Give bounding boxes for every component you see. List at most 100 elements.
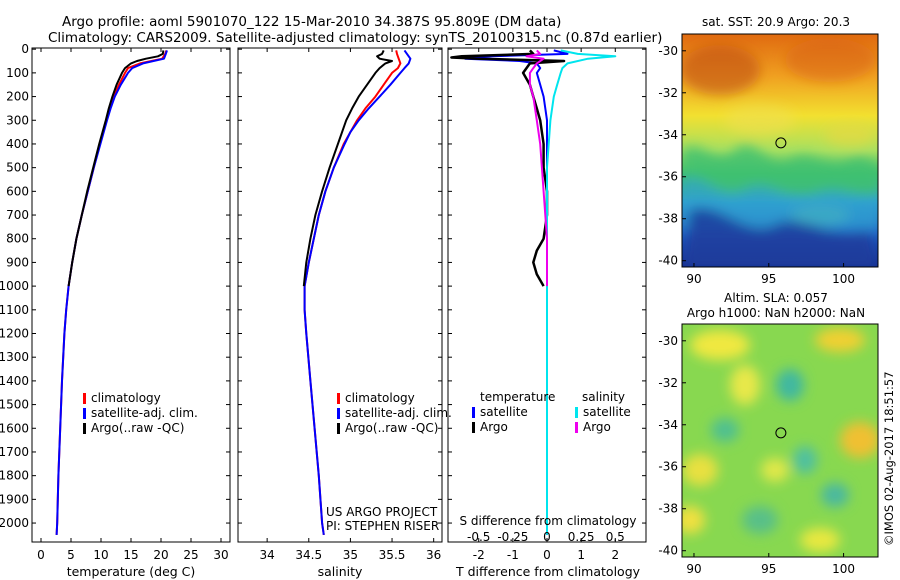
- sst-map-panel: sat. SST: 20.9 Argo: 20.3 90 95 100 -30 -32…: [658, 15, 879, 286]
- sla-lat-axis: -30 -32 -34 -36 -38 -40: [658, 334, 686, 558]
- s-difference-tick-labels: -0.5 -0.25 0 0.25 0.5: [467, 530, 625, 544]
- difference-depth-ticks: [448, 48, 646, 524]
- x-tick-label: 34.5: [295, 548, 322, 562]
- depth-tick-label: 1400: [0, 374, 29, 388]
- legend-label: satellite-adj. clim.: [91, 406, 198, 420]
- salinity-xlabel: salinity: [318, 564, 363, 579]
- lon-tick-label: 90: [686, 562, 701, 576]
- legend-swatch: [337, 393, 340, 404]
- difference-legend: temperature salinitysatelliteArgosatellit…: [472, 390, 631, 434]
- salinity-axes-frame: [237, 47, 443, 543]
- legend-swatch: [575, 407, 578, 418]
- imos-timestamp: ©IMOS 02-Aug-2017 18:51:57: [882, 371, 896, 546]
- legend-swatch: [575, 422, 578, 433]
- sla-map-frame: [681, 323, 879, 558]
- legend-label: Argo: [480, 420, 508, 434]
- x-tick-label: -1: [507, 548, 519, 562]
- depth-tick-label: 2000: [0, 516, 29, 530]
- temperature-xlabel: temperature (deg C): [67, 564, 196, 579]
- legend-swatch: [472, 422, 475, 433]
- depth-tick-label: 800: [6, 232, 29, 246]
- sla-float-marker: [775, 427, 787, 439]
- series-line-argo-raw-qc-: [67, 50, 165, 287]
- x-tick-label: -2: [473, 548, 485, 562]
- depth-tick-label: 700: [6, 208, 29, 222]
- lat-tick-label: -34: [658, 418, 678, 432]
- lat-tick-label: -38: [658, 212, 678, 226]
- s-difference-tick-label: 0.25: [568, 530, 595, 544]
- salinity-depth-ticks: [238, 48, 442, 524]
- depth-tick-label: 1200: [0, 327, 29, 341]
- sla-map-subtitle: Argo h1000: NaN h2000: NaN: [687, 306, 865, 320]
- x-tick-label: 35.5: [379, 548, 406, 562]
- x-tick-label: 10: [93, 548, 108, 562]
- x-tick-label: 35: [343, 548, 358, 562]
- sla-heatmap: [682, 324, 878, 557]
- temperature-series: [55, 50, 168, 535]
- legend-label: climatology: [91, 391, 161, 405]
- depth-tick-label: 900: [6, 255, 29, 269]
- sst-float-marker: [775, 137, 787, 149]
- temperature-axis: 0 5 10 15 20 25 30: [37, 48, 229, 562]
- depth-tick-label: 1100: [0, 303, 29, 317]
- legend-swatch: [337, 423, 340, 434]
- depth-tick-label: 500: [6, 161, 29, 175]
- legend-label: Argo: [583, 420, 611, 434]
- legend-label: Argo(..raw -QC): [345, 421, 438, 435]
- lon-tick-label: 95: [761, 272, 776, 286]
- s-difference-tick-label: 0.5: [606, 530, 625, 544]
- difference-panel: -2 -1 0 1 2 temperature salinitysatelliteArgo…: [447, 47, 647, 579]
- legend-label: Argo(..raw -QC): [91, 421, 184, 435]
- sst-lon-axis: 90 95 100: [686, 263, 855, 286]
- x-tick-label: 0: [543, 548, 551, 562]
- temperature-axes-frame: [31, 47, 231, 543]
- sla-map-title: Altim. SLA: 0.057: [724, 291, 828, 305]
- legend-swatch: [337, 408, 340, 419]
- title-line-1: Argo profile: aoml 5901070_122 15-Mar-20…: [62, 14, 561, 30]
- salinity-panel: 34 34.5 35 35.5 36 climatologysatellite-adj.…: [237, 47, 452, 579]
- depth-tick-label: 200: [6, 90, 29, 104]
- depth-tick-label: 600: [6, 184, 29, 198]
- lat-tick-label: -36: [658, 460, 678, 474]
- x-tick-label: 34: [260, 548, 275, 562]
- lat-tick-label: -32: [658, 86, 678, 100]
- depth-tick-label: 1700: [0, 445, 29, 459]
- depth-tick-label: 100: [6, 66, 29, 80]
- t-difference-xlabel: T difference from climatology: [455, 564, 641, 579]
- legend-label: climatology: [345, 391, 415, 405]
- lat-tick-label: -38: [658, 502, 678, 516]
- x-tick-label: 2: [611, 548, 619, 562]
- s-difference-tick-label: 0: [543, 530, 551, 544]
- title-line-2: Climatology: CARS2009. Satellite-adjuste…: [48, 30, 662, 46]
- legend-swatch: [83, 393, 86, 404]
- lat-tick-label: -30: [658, 44, 678, 58]
- x-tick-label: 15: [123, 548, 138, 562]
- lon-tick-label: 100: [832, 272, 855, 286]
- s-difference-label: S difference from climatology: [460, 514, 637, 528]
- series-line-salinity-argo: [525, 49, 548, 287]
- legend-swatch: [472, 407, 475, 418]
- x-tick-label: 36: [426, 548, 441, 562]
- depth-tick-label: 1600: [0, 421, 29, 435]
- s-difference-tick-label: -0.5: [467, 530, 490, 544]
- legend-title-temperature: temperature: [480, 390, 555, 404]
- x-tick-label: 30: [213, 548, 228, 562]
- depth-axis: 0 100 200 300 400 500 600 700 800 900 1000 1100 1200…: [0, 42, 230, 530]
- series-line-satellite-adj-clim-: [303, 49, 412, 536]
- project-label: US ARGO PROJECT: [326, 505, 438, 519]
- series-line-satellite-adj-clim-: [55, 50, 168, 535]
- series-line-salinity-satellite: [546, 49, 617, 535]
- lat-tick-label: -40: [658, 544, 678, 558]
- lat-tick-label: -32: [658, 376, 678, 390]
- depth-tick-label: 0: [21, 42, 29, 56]
- legend-swatch: [83, 423, 86, 434]
- lat-tick-label: -36: [658, 170, 678, 184]
- series-line-climatology: [55, 50, 168, 535]
- depth-tick-label: 1000: [0, 279, 29, 293]
- depth-tick-label: 1300: [0, 350, 29, 364]
- sst-map-title: sat. SST: 20.9 Argo: 20.3: [702, 15, 850, 29]
- sla-lon-axis: 90 95 100: [686, 553, 855, 576]
- series-line-argo-raw-qc-: [302, 49, 393, 287]
- depth-tick-label: 1900: [0, 492, 29, 506]
